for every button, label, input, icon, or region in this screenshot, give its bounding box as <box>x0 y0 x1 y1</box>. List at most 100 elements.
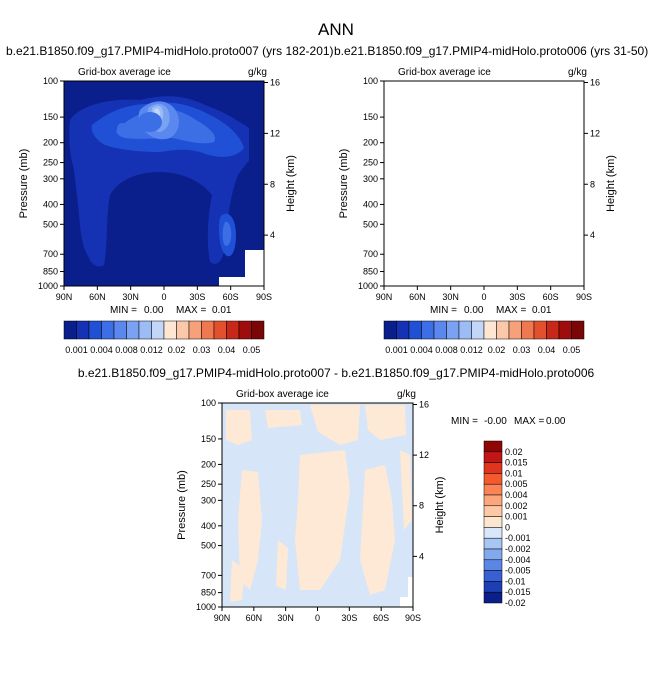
panel-1-ytick-label: 250 <box>43 158 58 168</box>
panel-1-yrtick-label: 12 <box>270 128 280 138</box>
panel-2-xtick-label: 60N <box>409 292 426 302</box>
colorbar-3-label: 0.005 <box>505 479 528 489</box>
panel-2-title: b.e21.B1850.f09_g17.PMIP4-midHolo.proto0… <box>334 44 648 58</box>
colorbar-2-swatch <box>496 320 510 340</box>
colorbar-1-swatch <box>126 320 140 340</box>
panel-2-xtick-label: 0 <box>481 292 486 302</box>
colorbar-2-swatch <box>533 320 547 340</box>
colorbar-1-label: 0.04 <box>218 345 236 355</box>
colorbar-1-label: 0.004 <box>90 345 113 355</box>
colorbar-2-swatch <box>558 320 572 340</box>
colorbar-2-label: 0.008 <box>435 345 458 355</box>
panel-1-title: b.e21.B1850.f09_g17.PMIP4-midHolo.proto0… <box>6 44 334 58</box>
colorbar-2-swatch <box>446 320 460 340</box>
colorbar-2-swatch <box>396 320 410 340</box>
panel-3-xtick-label: 30N <box>277 613 294 623</box>
colorbar-3-swatch <box>483 473 503 485</box>
panel-3-subtitle-left: Grid-box average ice <box>236 389 329 400</box>
panel-1-ylabel-right: Height (km) <box>285 155 297 212</box>
panel-1-max-value: 0.01 <box>212 305 232 316</box>
panel-1-ytick-label: 100 <box>43 76 58 86</box>
panel-3-ytick-label: 500 <box>201 541 216 551</box>
colorbar-1-swatch <box>201 320 215 340</box>
colorbar-3-label: -0.005 <box>505 566 531 576</box>
colorbar-3-swatch <box>483 548 503 561</box>
panel-1-ytick-label: 700 <box>43 249 58 259</box>
colorbar-3-label: -0.002 <box>505 544 531 554</box>
colorbar-1-swatch <box>238 320 252 340</box>
panel-3-field <box>222 403 413 607</box>
panel-3-yrtick-label: 8 <box>419 501 424 511</box>
colorbar-1-swatch <box>188 320 202 340</box>
colorbar-3-label: -0.015 <box>505 587 531 597</box>
colorbar-1-swatch <box>88 320 102 340</box>
panel-2-yrtick-label: 8 <box>590 179 595 189</box>
panel-2-ytick-label: 400 <box>363 199 378 209</box>
colorbar-2-swatch <box>433 320 447 340</box>
panel-2-min-label: MIN = <box>430 305 457 316</box>
panel-2-subtitle-right: g/kg <box>568 67 587 78</box>
colorbar-1-swatch <box>138 320 152 340</box>
panel-1-xtick-label: 60N <box>89 292 106 302</box>
panel-3-ytick-label: 100 <box>201 398 216 408</box>
colorbar-3-label: 0.001 <box>505 512 528 522</box>
panel-3-xtick-label: 0 <box>315 613 320 623</box>
panel-1-yrtick-label: 8 <box>270 179 275 189</box>
panel-3-ytick-label: 850 <box>201 588 216 598</box>
colorbar-1-label: 0.012 <box>140 345 163 355</box>
colorbar-1-label: 0.001 <box>65 345 88 355</box>
panel-1-minmax: MIN = 0.00 MAX = 0.01 <box>110 305 232 316</box>
panel-2-ytick-label: 300 <box>363 174 378 184</box>
panel-2-xtick-label: 30S <box>509 292 525 302</box>
panel-3-ylabel: Pressure (mb) <box>176 470 188 540</box>
colorbar-2-label: 0.05 <box>563 345 581 355</box>
panel-2-yrtick-label: 16 <box>590 78 600 88</box>
colorbar-2-label: 0.001 <box>385 345 408 355</box>
colorbar-3-label: 0.015 <box>505 458 528 468</box>
panel-2-ytick-label: 200 <box>363 138 378 148</box>
colorbar-1-swatch <box>151 320 165 340</box>
colorbar-2-swatch <box>458 320 472 340</box>
colorbar-1-swatch <box>63 320 77 340</box>
panel-2-ylabel: Pressure (mb) <box>338 149 350 219</box>
panel-2: b.e21.B1850.f09_g17.PMIP4-midHolo.proto0… <box>334 44 648 287</box>
panel-2-ytick-label: 1000 <box>358 281 378 291</box>
colorbar-2-swatch <box>421 320 435 340</box>
panel-3-xtick-label: 90N <box>214 613 231 623</box>
panel-1-ytick-label: 850 <box>43 267 58 277</box>
panel-3-ytick-label: 700 <box>201 570 216 580</box>
panel-2-min-value: 0.00 <box>464 305 484 316</box>
colorbar-2-label: 0.02 <box>488 345 506 355</box>
panel-2-ytick-label: 850 <box>363 267 378 277</box>
panel-1-ytick-label: 1000 <box>38 281 58 291</box>
colorbar-2-swatch <box>546 320 560 340</box>
colorbar-1-swatch <box>176 320 190 340</box>
panel-1-max-label: MAX = <box>176 305 206 316</box>
colorbar-3-swatch <box>483 483 503 496</box>
colorbar-3-label: 0.01 <box>505 468 523 478</box>
colorbar-1-label: 0.008 <box>115 345 138 355</box>
colorbar-3-label: -0.02 <box>505 598 526 608</box>
panel-2-ytick-label: 500 <box>363 219 378 229</box>
panel-3-minmax: MIN = -0.00 MAX = 0.00 <box>451 416 566 427</box>
colorbar-1-label: 0.03 <box>193 345 211 355</box>
colorbar-1-swatch <box>113 320 127 340</box>
colorbar-1-swatch <box>76 320 90 340</box>
colorbar-3-swatch <box>483 591 503 604</box>
panel-1-ytick-label: 300 <box>43 174 58 184</box>
colorbar-3-swatch <box>483 494 503 507</box>
panel-1-min-value: 0.00 <box>144 305 164 316</box>
colorbar-2-label: 0.012 <box>460 345 483 355</box>
colorbar-3-label: 0.02 <box>505 447 523 457</box>
colorbar-2-swatch <box>571 320 585 340</box>
panel-3-max-value: 0.00 <box>546 416 566 427</box>
colorbar-3-swatch <box>483 537 503 550</box>
colorbar-2-swatch <box>383 320 397 340</box>
colorbar-2-swatch <box>408 320 422 340</box>
panel-1-xtick-label: 60S <box>223 292 239 302</box>
colorbar-3-swatch <box>483 516 503 528</box>
panel-1-ylabel: Pressure (mb) <box>18 149 30 219</box>
colorbar-3-label: 0 <box>505 522 510 532</box>
panel-1-yrtick-label: 4 <box>270 230 275 240</box>
